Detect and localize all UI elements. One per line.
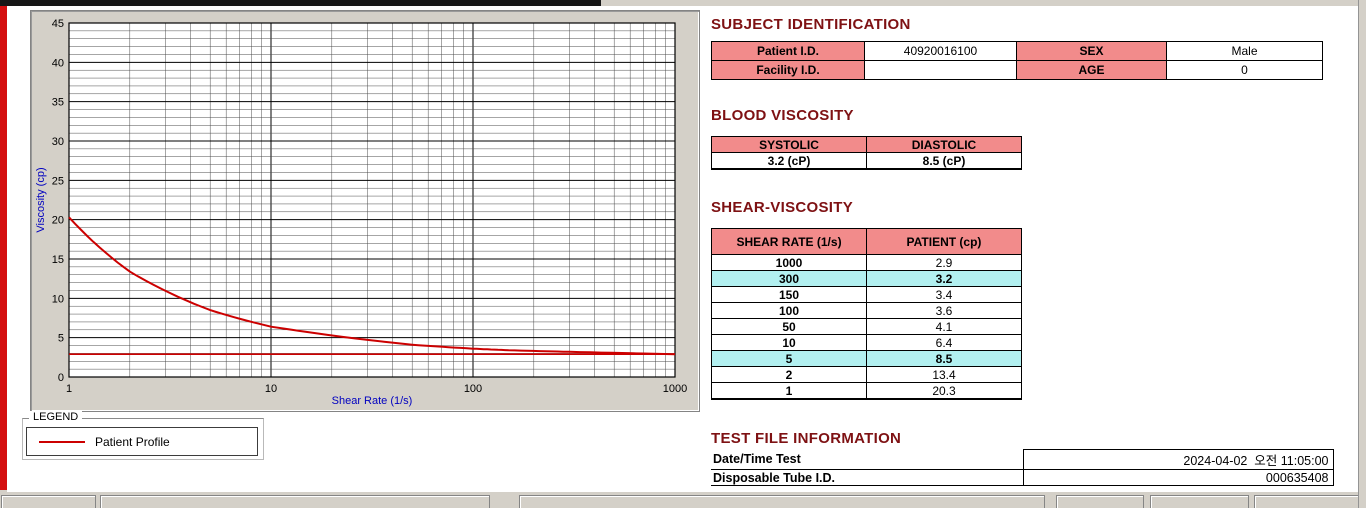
patient-profile-line-sample xyxy=(39,440,85,443)
legend-caption: LEGEND xyxy=(29,411,83,423)
shear-rate-cell: 5 xyxy=(711,350,867,367)
patient-value-cell: 3.2 xyxy=(866,270,1022,287)
patient-value-cell: 8.5 xyxy=(866,350,1022,367)
table-row: 100 3.6 xyxy=(711,302,1022,319)
bottom-clipped-control-6[interactable] xyxy=(1254,495,1366,508)
x-tick-label: 100 xyxy=(464,383,482,395)
viscosity-chart-panel: 0 5 10 15 20 25 30 35 40 45 1 10 100 1000 Viscosity (c… xyxy=(30,10,700,412)
patient-value-cell: 6.4 xyxy=(866,334,1022,351)
legend-group: LEGEND Patient Profile xyxy=(22,411,264,460)
shear-rate-header: SHEAR RATE (1/s) xyxy=(711,228,867,255)
report-client-area: 0 5 10 15 20 25 30 35 40 45 1 10 100 1000 Viscosity (c… xyxy=(7,6,1359,492)
y-tick-label: 5 xyxy=(58,333,64,345)
table-row: 3.2 (cP) 8.5 (cP) xyxy=(711,152,1022,170)
shear-rate-cell: 10 xyxy=(711,334,867,351)
patient-id-value: 40920016100 xyxy=(864,41,1017,61)
x-tick-label: 1 xyxy=(66,383,72,395)
shear-rate-cell: 1 xyxy=(711,382,867,400)
y-tick-label: 15 xyxy=(52,254,64,266)
top-window-edge xyxy=(0,0,601,6)
date-time-test-label: Date/Time Test xyxy=(711,449,1023,470)
y-tick-label: 35 xyxy=(52,97,64,109)
shear-viscosity-table: SHEAR RATE (1/s) PATIENT (cp) 1000 2.9 3… xyxy=(711,228,1022,400)
patient-value-cell: 3.4 xyxy=(866,286,1022,303)
test-file-information-table: Date/Time Test 2024-04-02 오전 11:05:00 Di… xyxy=(711,449,1334,486)
shear-rate-cell: 300 xyxy=(711,270,867,287)
y-tick-label: 40 xyxy=(52,57,64,69)
patient-value-cell: 3.6 xyxy=(866,302,1022,319)
bottom-clipped-control-4[interactable] xyxy=(1056,495,1144,508)
subject-identification-table: Patient I.D. 40920016100 SEX Male Facili… xyxy=(711,41,1323,80)
patient-profile-curve xyxy=(68,216,676,356)
table-row: 1000 2.9 xyxy=(711,254,1022,271)
table-row: 50 4.1 xyxy=(711,318,1022,335)
shear-rate-cell: 150 xyxy=(711,286,867,303)
facility-id-value xyxy=(864,60,1017,80)
y-tick-label: 20 xyxy=(52,215,64,227)
right-window-edge xyxy=(1358,0,1366,508)
table-row: 5 8.5 xyxy=(711,350,1022,367)
table-row: Patient I.D. 40920016100 SEX Male xyxy=(711,41,1323,61)
age-value: 0 xyxy=(1166,60,1323,80)
bottom-clipped-control-1[interactable] xyxy=(1,495,96,508)
table-row: SYSTOLIC DIASTOLIC xyxy=(711,136,1022,153)
table-row: 10 6.4 xyxy=(711,334,1022,351)
x-axis-title: Shear Rate (1/s) xyxy=(332,395,413,407)
shear-rate-cell: 50 xyxy=(711,318,867,335)
blood-viscosity-table: SYSTOLIC DIASTOLIC 3.2 (cP) 8.5 (cP) xyxy=(711,136,1022,170)
table-row: 2 13.4 xyxy=(711,366,1022,383)
sex-label: SEX xyxy=(1016,41,1167,61)
shear-rate-cell: 1000 xyxy=(711,254,867,271)
left-accent-stripe xyxy=(0,6,7,490)
age-label: AGE xyxy=(1016,60,1167,80)
disposable-tube-id-label: Disposable Tube I.D. xyxy=(711,469,1023,486)
table-row: 300 3.2 xyxy=(711,270,1022,287)
y-tick-label: 10 xyxy=(52,293,64,305)
table-row: Date/Time Test 2024-04-02 오전 11:05:00 xyxy=(711,449,1334,470)
shear-rate-cell: 2 xyxy=(711,366,867,383)
diastolic-header: DIASTOLIC xyxy=(866,136,1022,153)
diastolic-value: 8.5 (cP) xyxy=(866,152,1022,170)
viscosity-chart: 0 5 10 15 20 25 30 35 40 45 1 10 100 1000 Viscosity (c… xyxy=(35,18,687,407)
y-tick-label: 0 xyxy=(58,372,64,384)
legend-box: Patient Profile xyxy=(26,427,258,456)
x-tick-label: 10 xyxy=(265,383,277,395)
bottom-clipped-control-3[interactable] xyxy=(519,495,1045,508)
patient-value-cell: 2.9 xyxy=(866,254,1022,271)
shear-viscosity-title: SHEAR-VISCOSITY xyxy=(711,199,854,216)
systolic-value: 3.2 (cP) xyxy=(711,152,867,170)
y-tick-label: 25 xyxy=(52,175,64,187)
subject-identification-title: SUBJECT IDENTIFICATION xyxy=(711,16,911,33)
legend-series-label: Patient Profile xyxy=(95,434,170,449)
bottom-clipped-control-2[interactable] xyxy=(100,495,490,508)
y-tick-label: 45 xyxy=(52,18,64,30)
sex-value: Male xyxy=(1166,41,1323,61)
patient-cp-header: PATIENT (cp) xyxy=(866,228,1022,255)
patient-value-cell: 13.4 xyxy=(866,366,1022,383)
disposable-tube-id-value: 000635408 xyxy=(1022,469,1334,486)
table-row: 150 3.4 xyxy=(711,286,1022,303)
bottom-clipped-control-5[interactable] xyxy=(1150,495,1249,508)
table-row: Disposable Tube I.D. 000635408 xyxy=(711,469,1334,486)
systolic-header: SYSTOLIC xyxy=(711,136,867,153)
y-tick-label: 30 xyxy=(52,136,64,148)
date-time-test-value: 2024-04-02 오전 11:05:00 xyxy=(1022,449,1334,470)
blood-viscosity-title: BLOOD VISCOSITY xyxy=(711,107,854,124)
patient-value-cell: 20.3 xyxy=(866,382,1022,400)
table-row: Facility I.D. AGE 0 xyxy=(711,60,1323,80)
shear-rate-cell: 100 xyxy=(711,302,867,319)
patient-value-cell: 4.1 xyxy=(866,318,1022,335)
x-tick-label: 1000 xyxy=(663,383,687,395)
patient-id-label: Patient I.D. xyxy=(711,41,865,61)
table-row: 1 20.3 xyxy=(711,382,1022,400)
y-axis-title: Viscosity (cp) xyxy=(35,167,47,232)
facility-id-label: Facility I.D. xyxy=(711,60,865,80)
table-header-row: SHEAR RATE (1/s) PATIENT (cp) xyxy=(711,228,1022,255)
test-file-information-title: TEST FILE INFORMATION xyxy=(711,430,902,447)
